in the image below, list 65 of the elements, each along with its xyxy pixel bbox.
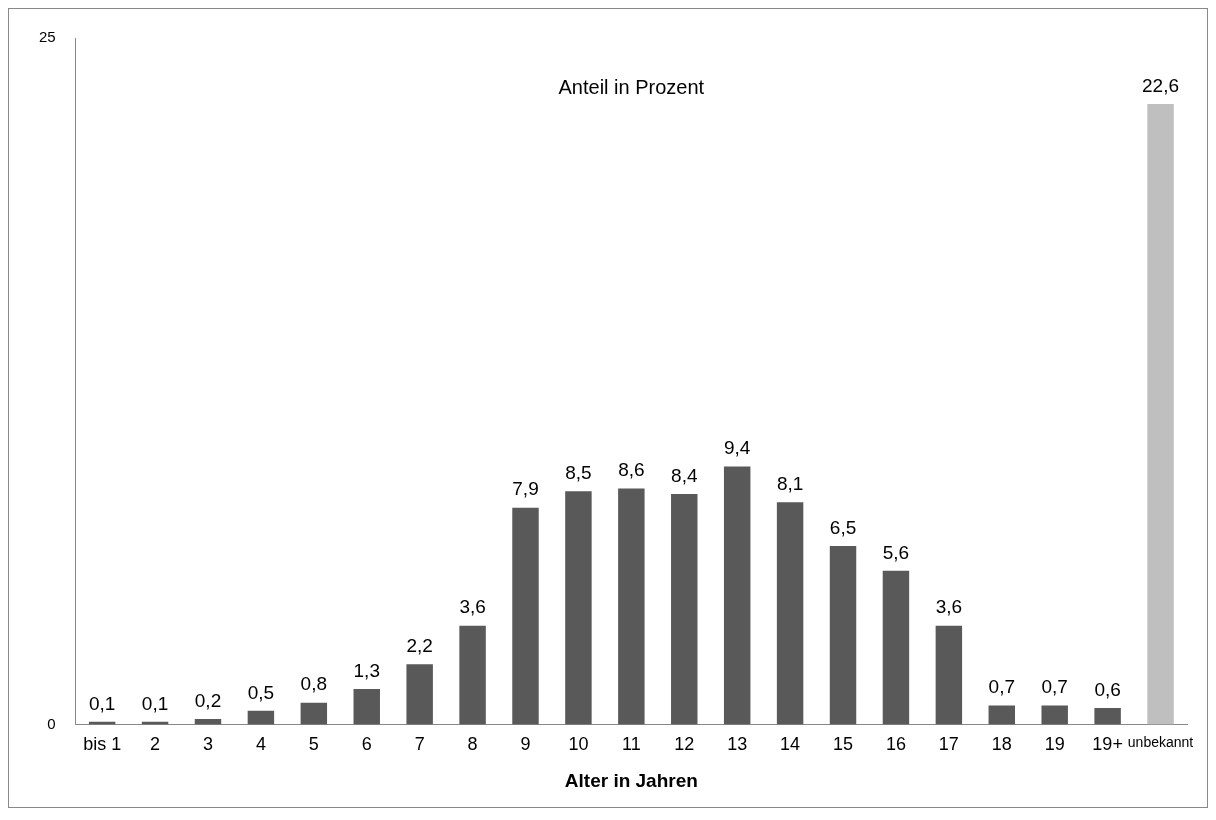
bar (776, 502, 804, 725)
y-tick-label: 25 (39, 28, 56, 46)
x-tick-label: bis 1 (83, 734, 122, 755)
x-tick-label: 10 (568, 734, 589, 755)
data-label: 9,4 (723, 437, 751, 459)
data-label: 0,6 (1094, 678, 1121, 700)
data-label: 0,7 (1041, 676, 1068, 698)
data-label: 22,6 (1142, 74, 1180, 96)
data-label: 0,1 (141, 692, 169, 714)
x-tick-label: 12 (674, 734, 695, 755)
bar (459, 625, 486, 725)
data-label: 3,6 (459, 596, 486, 618)
x-tick-label: 11 (622, 734, 641, 755)
data-label: 0,1 (88, 692, 116, 714)
y-tick-label: 0 (47, 714, 56, 732)
data-label: 8,5 (565, 461, 592, 483)
data-label: 3,6 (935, 596, 963, 618)
bar (247, 710, 275, 725)
bar (618, 488, 645, 725)
x-tick-label: 6 (361, 734, 372, 755)
x-tick-label: 9 (520, 734, 531, 755)
bar (353, 688, 380, 725)
bar (671, 493, 698, 725)
bar (512, 507, 539, 725)
x-tick-label: 17 (938, 734, 959, 755)
x-tick-label: 7 (414, 734, 425, 755)
data-label: 0,8 (300, 673, 328, 695)
x-tick-label: 2 (150, 734, 161, 755)
x-tick-label: 18 (991, 734, 1012, 755)
data-label: 8,1 (776, 472, 804, 494)
data-label: 6,5 (829, 516, 857, 538)
x-tick-label: 19+ (1092, 734, 1123, 755)
data-label: 5,6 (882, 541, 910, 563)
x-tick-label: 5 (308, 734, 319, 755)
bar (565, 491, 592, 725)
bar (1041, 705, 1068, 725)
data-label: 7,9 (512, 478, 539, 500)
x-axis-title: Alter in Jahren (564, 769, 698, 791)
data-label: 8,6 (618, 459, 645, 481)
x-tick-label: 8 (467, 734, 478, 755)
data-label: 0,7 (988, 676, 1015, 698)
x-tick-label: unbekannt (1127, 733, 1194, 750)
data-label: 0,2 (194, 689, 222, 711)
bar (935, 625, 963, 725)
data-label: 0,5 (247, 681, 275, 703)
bar (988, 705, 1016, 725)
data-label: 2,2 (406, 634, 433, 656)
x-tick-label: 16 (885, 734, 906, 755)
x-tick-label: 4 (255, 734, 266, 755)
bar (723, 466, 751, 725)
bar (406, 664, 433, 725)
bar (1094, 708, 1121, 725)
x-tick-label: 15 (833, 734, 854, 755)
x-tick-label: 19 (1044, 734, 1065, 755)
bar (194, 719, 222, 725)
x-tick-label: 13 (727, 734, 748, 755)
bar (829, 546, 857, 725)
text: Anteil in Prozent (558, 75, 705, 98)
x-tick-label: 14 (780, 734, 801, 755)
data-label: 1,3 (353, 659, 380, 681)
bar (300, 702, 328, 725)
data-label: 8,4 (671, 464, 698, 486)
bar (1147, 103, 1174, 725)
x-tick-label: 3 (202, 734, 213, 755)
bar (882, 570, 910, 725)
